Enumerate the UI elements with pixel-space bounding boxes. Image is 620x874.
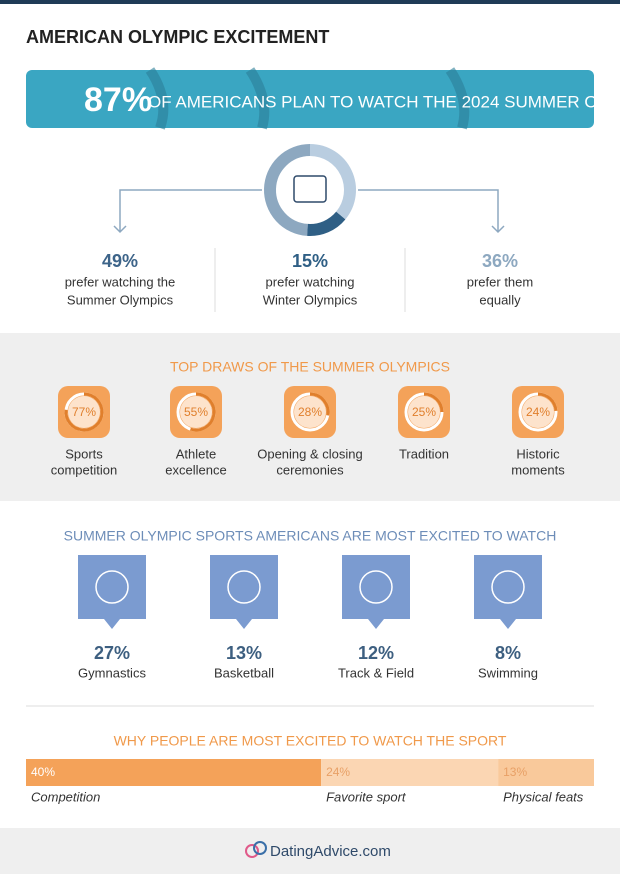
ring-progress (423, 392, 444, 413)
reason-bar (498, 759, 594, 786)
reasons-title: WHY PEOPLE ARE MOST EXCITED TO WATCH THE… (114, 733, 507, 749)
draw-label: Opening & closing (257, 446, 363, 461)
reason-name: Physical feats (503, 789, 584, 804)
reason-bar (26, 759, 322, 786)
draw-value: 28% (298, 405, 322, 419)
draws-title: TOP DRAWS OF THE SUMMER OLYMPICS (170, 359, 450, 375)
reason-value: 40% (31, 765, 55, 779)
sport-value: 12% (358, 643, 394, 663)
preference-text: prefer watching (266, 274, 355, 289)
ring-center (180, 396, 212, 428)
ring-center (522, 396, 554, 428)
preference-text: Summer Olympics (67, 292, 174, 307)
sport-icon-box (78, 555, 146, 629)
ring-progress (189, 392, 216, 432)
ring-center (68, 396, 100, 428)
draw-label: Athlete (176, 446, 216, 461)
sport-icon (359, 570, 393, 604)
top-bar (0, 0, 620, 4)
logo-icon (253, 841, 267, 855)
draw-value: 25% (412, 405, 436, 419)
ring-center (294, 396, 326, 428)
preference-value: 36% (482, 251, 518, 271)
sport-name: Gymnastics (78, 665, 146, 680)
draw-label: Historic (516, 446, 560, 461)
sport-value: 27% (94, 643, 130, 663)
draw-label: competition (51, 462, 117, 477)
reason-name: Favorite sport (326, 789, 407, 804)
banner-text: OF AMERICANS PLAN TO WATCH THE 2024 SUMM… (148, 92, 620, 111)
banner-figure: 87% (84, 81, 152, 119)
donut-segment (264, 144, 311, 236)
preference-text: prefer watching the (65, 274, 176, 289)
sports-title: SUMMER OLYMPIC SPORTS AMERICANS ARE MOST… (64, 528, 557, 544)
ring-progress (309, 392, 330, 416)
donut-segment (307, 211, 346, 236)
sport-icon-box (210, 555, 278, 629)
draw-value: 77% (72, 405, 96, 419)
ring-center (408, 396, 440, 428)
reason-value: 13% (503, 765, 527, 779)
sport-name: Swimming (478, 665, 538, 680)
donut-segment (309, 144, 356, 220)
draw-label: Sports (65, 446, 103, 461)
lane-pattern (145, 67, 470, 130)
draw-value: 55% (184, 405, 208, 419)
reason-bar (321, 759, 499, 786)
preference-value: 49% (102, 251, 138, 271)
title: AMERICAN OLYMPIC EXCITEMENT (26, 27, 329, 47)
logo-icon (245, 844, 259, 858)
reason-name: Competition (31, 789, 100, 804)
draw-value: 24% (526, 405, 550, 419)
sport-icon (227, 570, 261, 604)
brand: DatingAdvice.com (270, 843, 391, 860)
device-icon (293, 175, 327, 203)
sport-name: Basketball (214, 665, 274, 680)
sport-value: 8% (495, 643, 521, 663)
sport-value: 13% (226, 643, 262, 663)
sport-icon-box (342, 555, 410, 629)
arrows (113, 189, 505, 234)
sport-name: Track & Field (338, 665, 414, 680)
preference-text: Winter Olympics (263, 292, 358, 307)
preference-text: prefer them (467, 274, 533, 289)
sport-icon (491, 570, 525, 604)
draw-label: moments (511, 462, 565, 477)
preference-value: 15% (292, 251, 328, 271)
sport-icon-box (474, 555, 542, 629)
footer (0, 828, 620, 874)
ring-progress (64, 392, 104, 432)
ring-progress (537, 392, 558, 412)
reason-value: 24% (326, 765, 350, 779)
sport-icon (95, 570, 129, 604)
draw-label: ceremonies (276, 462, 344, 477)
draw-label: Tradition (399, 446, 449, 461)
draw-label: excellence (165, 462, 226, 477)
preference-text: equally (479, 292, 521, 307)
